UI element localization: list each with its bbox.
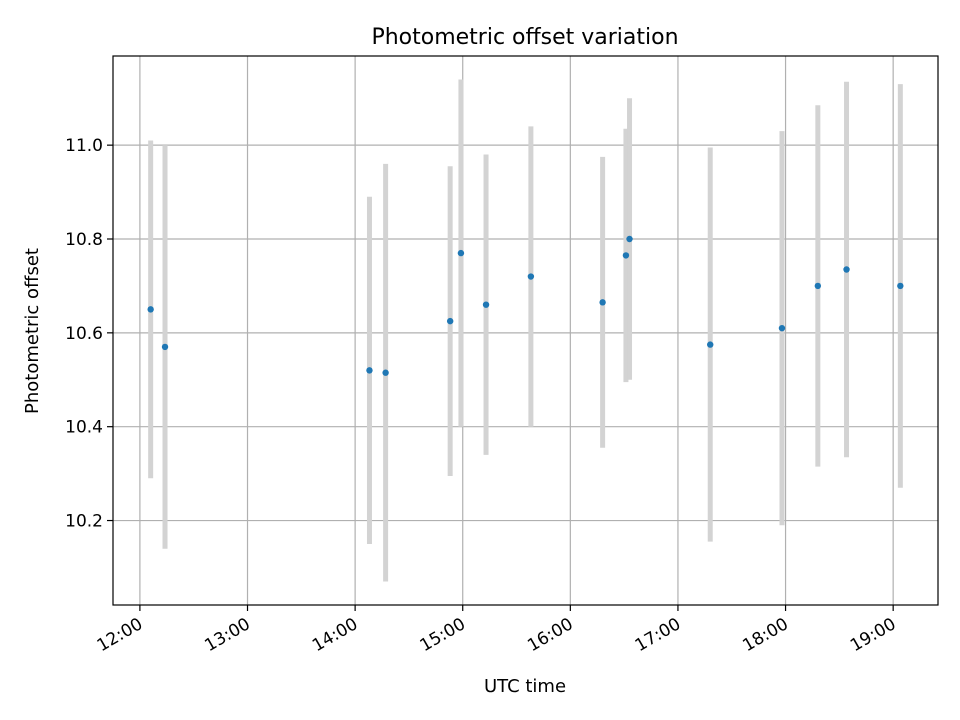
- data-point: [527, 273, 535, 280]
- data-point: [778, 324, 786, 332]
- data-point: [482, 301, 490, 308]
- data-point: [622, 252, 630, 259]
- x-axis-label: UTC time: [484, 676, 566, 697]
- data-point: [843, 266, 850, 273]
- data-point: [626, 235, 633, 243]
- data-point: [814, 282, 822, 290]
- error-bars: [148, 79, 903, 582]
- x-tick-label: 12:00: [94, 614, 146, 656]
- y-tick-label: 11.0: [65, 136, 103, 156]
- data-point: [382, 369, 389, 376]
- data-point: [446, 317, 454, 325]
- data-point: [161, 343, 169, 351]
- grid: [113, 56, 938, 605]
- y-tick-label: 10.2: [65, 512, 103, 532]
- y-axis: 10.2 10.4 10.6 10.8 11.0: [65, 136, 113, 532]
- x-tick-label: 18:00: [739, 614, 791, 656]
- data-point: [897, 282, 904, 290]
- x-tick-label: 15:00: [417, 614, 469, 656]
- x-axis: 12:00 13:00 14:00 15:00 16:00 17:00 18:00 19:00: [94, 605, 899, 656]
- x-tick-label: 19:00: [847, 614, 899, 656]
- data-point: [147, 306, 154, 313]
- data-point: [599, 299, 606, 306]
- x-tick-label: 16:00: [524, 614, 576, 656]
- y-tick-label: 10.4: [65, 418, 103, 438]
- data-point: [366, 367, 373, 374]
- data-point: [707, 341, 714, 348]
- x-tick-label: 17:00: [632, 614, 684, 656]
- y-tick-label: 10.8: [65, 230, 103, 250]
- y-axis-label: Photometric offset: [22, 248, 43, 414]
- data-points: [147, 235, 904, 376]
- data-point: [457, 249, 465, 257]
- chart-title: Photometric offset variation: [371, 25, 678, 50]
- x-tick-label: 13:00: [201, 614, 253, 656]
- y-tick-label: 10.6: [65, 324, 103, 344]
- plot-frame: [112, 55, 939, 606]
- x-tick-label: 14:00: [309, 614, 361, 656]
